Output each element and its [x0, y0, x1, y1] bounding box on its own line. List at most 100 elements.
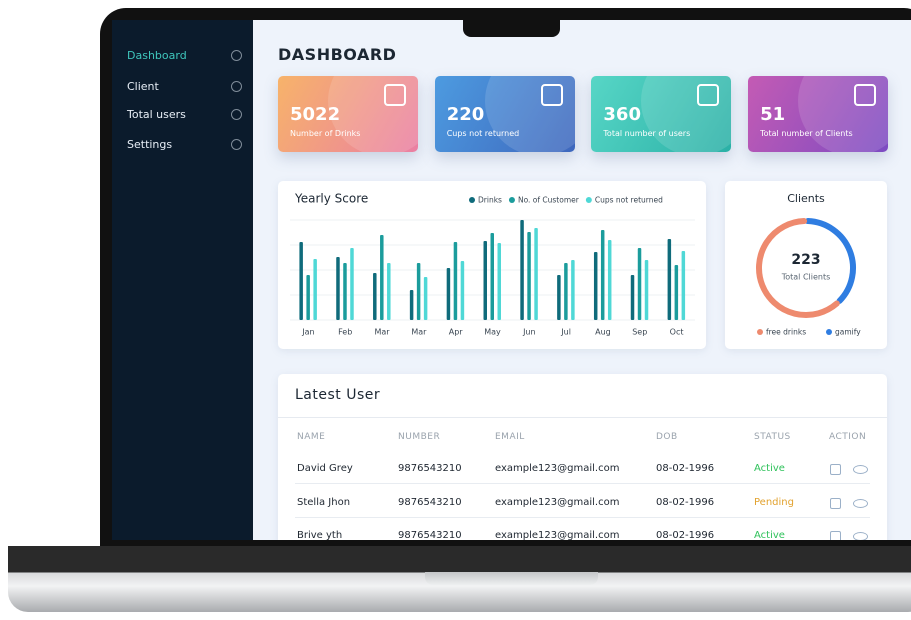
nav-item[interactable]: Total users [127, 108, 186, 121]
bar [460, 261, 465, 320]
bar [600, 230, 605, 320]
x-tick-label: May [484, 328, 501, 337]
table-cell: 08-02-1996 [656, 463, 715, 474]
x-tick-label: Jan [301, 328, 314, 337]
nav-item[interactable]: Settings [127, 138, 173, 151]
table-cell: 9876543210 [398, 496, 462, 508]
table-cell: 08-02-1996 [656, 496, 715, 508]
column-header: EMAIL [495, 432, 525, 442]
bar [630, 275, 635, 320]
view-icon[interactable] [853, 532, 868, 540]
nav-item[interactable]: Client [127, 80, 159, 93]
legend-label: No. of Customer [518, 196, 580, 205]
card-label: Total number of Clients [760, 129, 853, 138]
legend-dot [585, 197, 592, 203]
column-header: NAME [297, 432, 326, 442]
bar [520, 220, 524, 320]
table-cell: 9876543210 [398, 530, 462, 540]
stat-card: 220 Cups not returned [434, 76, 575, 152]
card-wave [484, 76, 575, 152]
clients-panel: Clients 223 Total Clients free drinks gamify [725, 181, 887, 349]
nav-icon [231, 81, 242, 92]
chart-title: Clients [787, 192, 825, 205]
bar [306, 275, 310, 320]
bar [534, 228, 538, 320]
column-header: NUMBER [398, 432, 441, 442]
edit-icon[interactable] [830, 464, 841, 475]
bar [644, 260, 649, 320]
bar [299, 242, 303, 320]
legend-dot [757, 329, 763, 335]
legend-label: Cups not returned [595, 196, 663, 205]
camera-notch [463, 18, 560, 37]
table-cell: 9876543210 [398, 463, 462, 474]
donut-segment [804, 218, 856, 304]
bar [681, 251, 686, 320]
legend-dot [826, 329, 832, 335]
stat-card: 360 Total number of users [591, 76, 732, 152]
bar [416, 263, 421, 320]
card-icon [540, 84, 563, 106]
bar [380, 235, 384, 320]
table-cell: Brive yth [297, 530, 343, 540]
laptop-lip [425, 572, 598, 585]
x-tick-label: Oct [670, 328, 684, 337]
edit-icon[interactable] [830, 497, 841, 509]
bar [674, 265, 679, 320]
screen: Dashboard Client Total users Settings DASHB… [112, 20, 911, 540]
view-icon[interactable] [853, 465, 868, 474]
column-header: DOB [656, 432, 678, 442]
status: Active [754, 530, 785, 540]
card-value: 5022 [290, 104, 341, 125]
center-value: 223 [791, 252, 820, 268]
x-tick-label: Mar [411, 328, 427, 337]
column-header: ACTION [829, 432, 867, 442]
table-title: Latest User [295, 387, 381, 403]
card-value: 51 [760, 104, 786, 125]
bar [571, 260, 575, 320]
view-icon[interactable] [853, 498, 868, 508]
legend-label: Drinks [478, 196, 502, 205]
bar [387, 263, 391, 320]
bar [483, 241, 487, 320]
card-wave [641, 76, 732, 152]
nav-icon [231, 139, 242, 150]
bar [313, 259, 317, 320]
stat-card: 5022 Number of Drinks [278, 76, 418, 152]
bar [497, 243, 501, 320]
page-title: DASHBOARD [278, 45, 397, 64]
card-label: Cups not returned [446, 129, 520, 138]
bar [667, 239, 672, 320]
column-header: STATUS [754, 432, 791, 442]
donut-segment [756, 218, 840, 318]
legend-dot [469, 197, 475, 203]
bar [446, 268, 451, 320]
bar [607, 240, 612, 320]
bar [593, 252, 598, 320]
table-cell: Stella Jhon [297, 496, 351, 508]
bar [564, 263, 568, 320]
bar [423, 277, 428, 320]
latest-user-panel: Latest User NAME NUMBER EMAIL DOB STATUS ACTI… [278, 374, 887, 540]
legend-dot [508, 197, 515, 203]
x-tick-label: Apr [449, 328, 464, 337]
card-icon [854, 84, 877, 106]
x-tick-label: Feb [338, 328, 352, 337]
bar [343, 263, 347, 320]
divider [278, 417, 887, 418]
card-wave [798, 76, 889, 152]
sidebar: Dashboard Client Total users Settings [112, 20, 253, 540]
edit-icon[interactable] [830, 531, 841, 540]
donut-chart: Clients 223 Total Clients free drinks gamify [756, 192, 861, 337]
table-cell: example123@gmail.com [495, 463, 620, 474]
nav-item[interactable]: Dashboard [127, 49, 187, 62]
table-cell: example123@gmail.com [495, 530, 620, 540]
x-tick-label: Jul [560, 328, 571, 337]
nav-icon [231, 109, 242, 120]
row-divider [295, 516, 870, 518]
center-label: Total Clients [781, 273, 831, 282]
bar [453, 242, 458, 320]
stat-card: 51 Total number of Clients [748, 76, 889, 152]
card-label: Number of Drinks [290, 129, 361, 138]
